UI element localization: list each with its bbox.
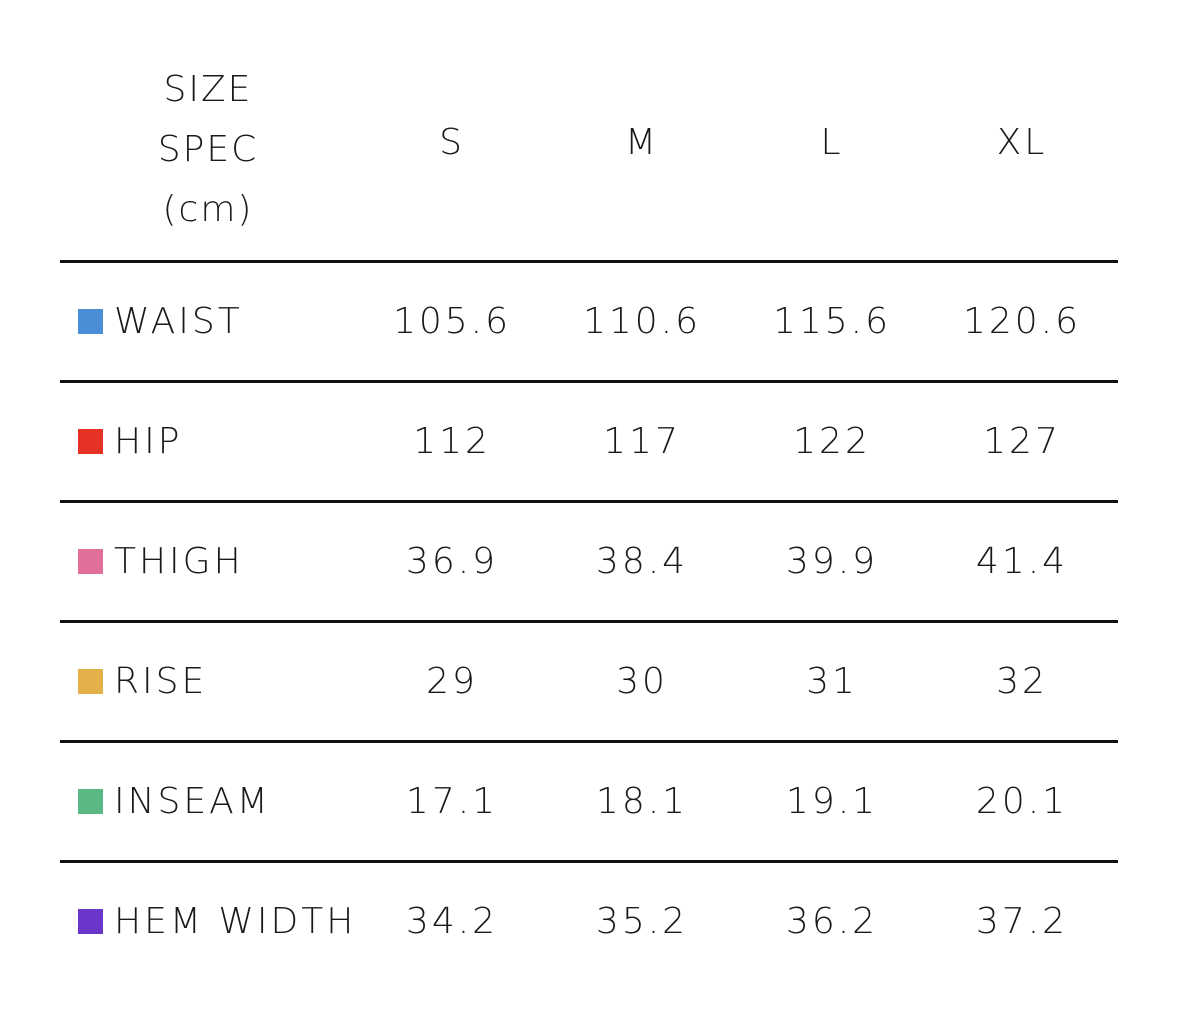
table-cell: 30	[616, 661, 668, 702]
table-cell: 115.6	[772, 301, 892, 342]
table-header: SIZE SPEC (cm) S M L XL	[60, 60, 1118, 263]
table-cell: 18.1	[595, 781, 689, 822]
table-cell: 17.1	[405, 781, 499, 822]
table-cell: 32	[996, 661, 1048, 702]
size-header-s: S	[439, 122, 465, 163]
table-cell: 20.1	[975, 781, 1069, 822]
spec-header-line1: SIZE	[163, 69, 253, 110]
size-header-l: L	[820, 122, 844, 163]
rise-color-swatch	[78, 669, 103, 694]
size-header-m: M	[624, 122, 660, 163]
spec-header-line2: SPEC	[157, 129, 259, 170]
table-row-hip: HIP 112 117 122 127	[60, 383, 1118, 503]
table-cell: 127	[983, 421, 1061, 462]
hip-color-swatch	[78, 429, 103, 454]
table-row-hem-width: HEM WIDTH 34.2 35.2 36.2 37.2	[60, 863, 1118, 980]
thigh-color-swatch	[78, 549, 103, 574]
table-cell: 34.2	[405, 901, 499, 942]
spec-header-label: SIZE SPEC (cm)	[60, 60, 356, 240]
table-cell: 41.4	[975, 541, 1069, 582]
table-cell: 39.9	[785, 541, 879, 582]
hem-width-color-swatch	[78, 909, 103, 934]
row-label-waist: WAIST	[114, 301, 243, 342]
inseam-color-swatch	[78, 789, 103, 814]
table-cell: 19.1	[785, 781, 879, 822]
size-header-xl: XL	[996, 122, 1048, 163]
row-label-hem-width: HEM WIDTH	[114, 901, 357, 942]
row-label-inseam: INSEAM	[114, 781, 271, 822]
table-cell: 120.6	[962, 301, 1082, 342]
waist-color-swatch	[78, 309, 103, 334]
table-cell: 117	[603, 421, 681, 462]
table-cell: 31	[806, 661, 858, 702]
table-cell: 105.6	[392, 301, 512, 342]
table-cell: 122	[793, 421, 871, 462]
table-row-rise: RISE 29 30 31 32	[60, 623, 1118, 743]
table-cell: 38.4	[595, 541, 689, 582]
table-row-waist: WAIST 105.6 110.6 115.6 120.6	[60, 263, 1118, 383]
row-label-hip: HIP	[114, 421, 183, 462]
table-row-thigh: THIGH 36.9 38.4 39.9 41.4	[60, 503, 1118, 623]
size-spec-table: SIZE SPEC (cm) S M L XL WAIST 105.6 110.…	[60, 60, 1118, 980]
table-cell: 37.2	[975, 901, 1069, 942]
table-cell: 29	[426, 661, 478, 702]
table-row-inseam: INSEAM 17.1 18.1 19.1 20.1	[60, 743, 1118, 863]
row-label-thigh: THIGH	[114, 541, 244, 582]
table-cell: 112	[413, 421, 491, 462]
spec-header-line3: (cm)	[162, 189, 254, 230]
row-label-rise: RISE	[114, 661, 208, 702]
table-cell: 36.9	[405, 541, 499, 582]
table-cell: 110.6	[582, 301, 702, 342]
table-cell: 36.2	[785, 901, 879, 942]
table-cell: 35.2	[595, 901, 689, 942]
